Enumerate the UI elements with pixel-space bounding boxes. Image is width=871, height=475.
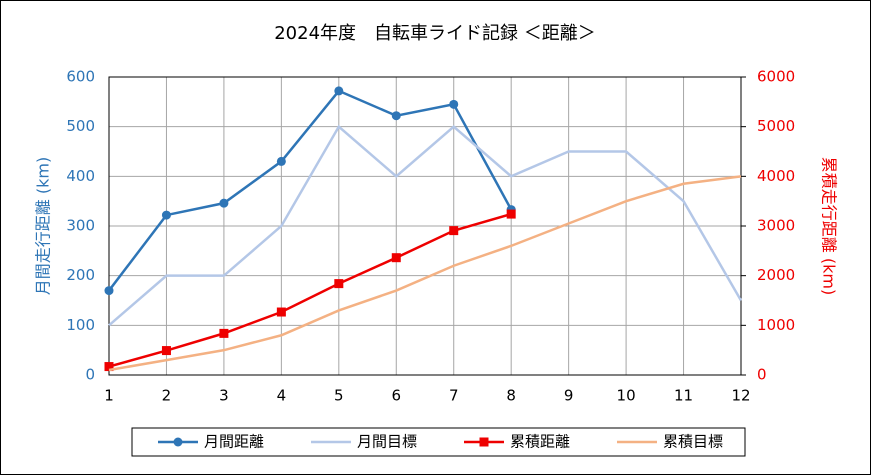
legend-marker: [479, 437, 489, 447]
x-tick-label: 6: [391, 387, 401, 405]
x-tick-label: 8: [506, 387, 516, 405]
y-tick-label: 400: [66, 167, 95, 185]
x-tick-label: 10: [617, 387, 636, 405]
x-tick-label: 4: [277, 387, 287, 405]
chart-title: 2024年度 自転車ライド記録 ＜距離＞: [274, 23, 596, 44]
series-line: [108, 175, 742, 372]
point: [104, 362, 114, 372]
y2-tick-label: 1000: [757, 316, 795, 334]
point: [449, 226, 459, 236]
point: [161, 346, 171, 356]
series-line: [108, 89, 513, 292]
point: [276, 156, 286, 166]
y-tick-label: 0: [85, 366, 95, 384]
x-tick-label: 2: [162, 387, 172, 405]
y2-tick-label: 4000: [757, 167, 795, 185]
x-tick-label: 5: [334, 387, 344, 405]
x-tick-label: 3: [219, 387, 229, 405]
legend-marker: [173, 437, 183, 447]
plot-border: [108, 76, 742, 376]
legend-label: 月間距離: [204, 433, 264, 451]
legend-label: 月間目標: [357, 433, 417, 451]
x-tick-label: 11: [674, 387, 693, 405]
y-tick-label: 500: [66, 117, 95, 135]
point: [506, 209, 516, 219]
point: [276, 307, 286, 317]
legend-label: 累積目標: [663, 433, 723, 451]
series-line: [108, 212, 512, 368]
x-tick-label: 12: [731, 387, 750, 405]
point: [334, 279, 344, 289]
x-tick-label: 1: [104, 387, 114, 405]
y-axis-label: 月間走行距離 (km): [34, 157, 53, 295]
point: [161, 210, 171, 220]
y2-tick-label: 2000: [757, 266, 795, 284]
point: [219, 328, 229, 338]
point: [219, 198, 229, 208]
point: [449, 99, 459, 109]
point: [104, 286, 114, 296]
y-tick-label: 100: [66, 316, 95, 334]
series-line: [108, 124, 743, 327]
y-tick-label: 300: [66, 217, 95, 235]
x-tick-label: 9: [564, 387, 574, 405]
y-tick-label: 200: [66, 266, 95, 284]
x-tick-label: 7: [449, 387, 459, 405]
y2-tick-label: 5000: [757, 117, 795, 135]
y-tick-label: 600: [66, 68, 95, 86]
y2-tick-label: 3000: [757, 217, 795, 235]
y2-tick-label: 6000: [757, 68, 795, 86]
point: [391, 111, 401, 121]
y2-tick-label: 0: [757, 366, 767, 384]
legend-label: 累積距離: [510, 433, 570, 451]
point: [391, 253, 401, 263]
y2-axis-label: 累積走行距離 (km): [820, 157, 839, 295]
point: [334, 86, 344, 96]
